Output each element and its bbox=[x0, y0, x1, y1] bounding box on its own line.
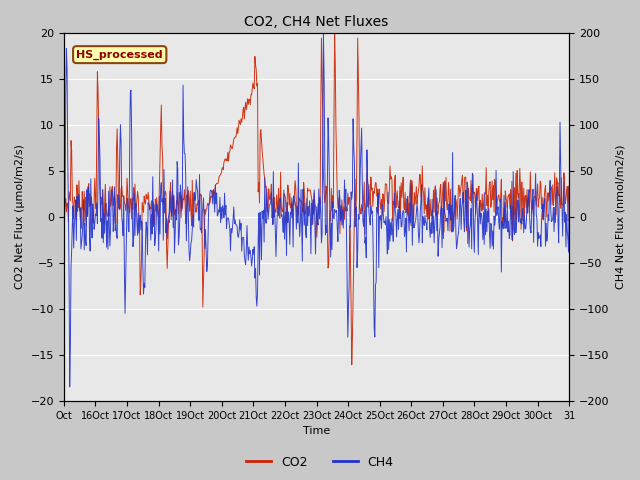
Y-axis label: CO2 Net Flux (μmol/m2/s): CO2 Net Flux (μmol/m2/s) bbox=[15, 144, 25, 289]
X-axis label: Time: Time bbox=[303, 426, 330, 436]
Text: HS_processed: HS_processed bbox=[76, 49, 163, 60]
Title: CO2, CH4 Net Fluxes: CO2, CH4 Net Fluxes bbox=[244, 15, 388, 29]
Legend: CO2, CH4: CO2, CH4 bbox=[241, 451, 399, 474]
Y-axis label: CH4 Net Flux (nmol/m2/s): CH4 Net Flux (nmol/m2/s) bbox=[615, 144, 625, 289]
